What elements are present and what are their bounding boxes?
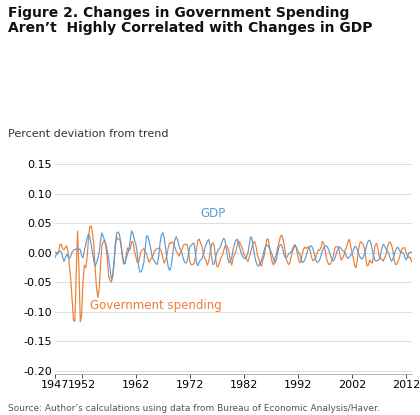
Text: Aren’t  Highly Correlated with Changes in GDP: Aren’t Highly Correlated with Changes in… (8, 21, 373, 35)
Text: Source: Author’s calculations using data from Bureau of Economic Analysis/Haver.: Source: Author’s calculations using data… (8, 404, 380, 413)
Text: Percent deviation from trend: Percent deviation from trend (8, 129, 169, 139)
Text: GDP: GDP (201, 207, 226, 220)
Text: Government spending: Government spending (90, 299, 221, 312)
Text: Figure 2. Changes in Government Spending: Figure 2. Changes in Government Spending (8, 6, 350, 20)
